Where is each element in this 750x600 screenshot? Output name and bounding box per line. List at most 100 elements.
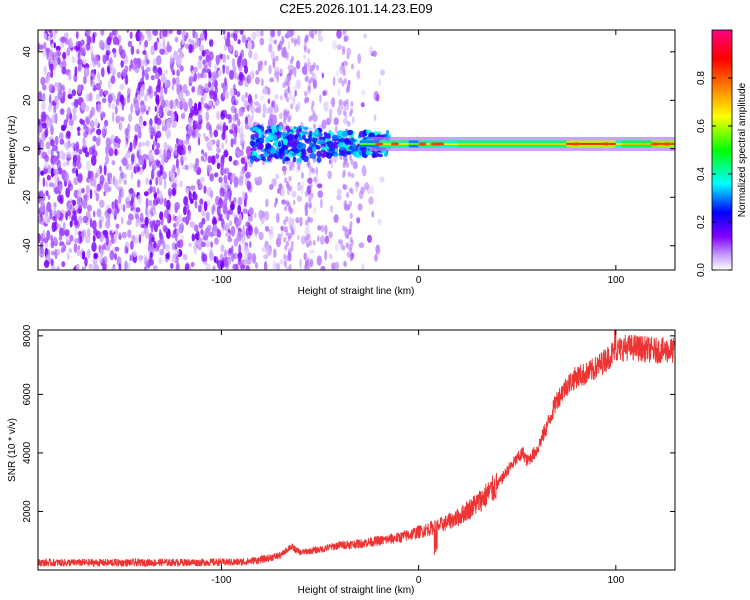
noise-speckle (195, 161, 199, 171)
noise-speckle (215, 195, 220, 206)
noise-speckle (68, 71, 72, 81)
transition-blob (348, 134, 354, 138)
noise-speckle (53, 59, 58, 68)
noise-speckle (216, 205, 221, 216)
noise-speckle (245, 227, 249, 237)
noise-speckle (72, 106, 77, 115)
noise-speckle (140, 231, 145, 238)
noise-streak (307, 48, 311, 55)
noise-speckle (45, 141, 51, 150)
transition-blob (314, 128, 319, 135)
noise-speckle (91, 52, 94, 63)
noise-streak (284, 80, 288, 87)
noise-speckle (268, 64, 272, 75)
noise-speckle (209, 231, 214, 238)
noise-speckle (50, 241, 55, 249)
x-tick-label: -100 (211, 575, 231, 586)
noise-speckle (47, 194, 51, 200)
noise-speckle (111, 30, 116, 36)
noise-speckle (296, 195, 303, 202)
y-tick-label: 6000 (22, 383, 33, 406)
noise-speckle (237, 118, 241, 127)
noise-speckle (93, 177, 97, 189)
transition-blob (255, 139, 259, 143)
noise-speckle (80, 45, 86, 53)
noise-streak (291, 68, 295, 75)
noise-speckle (324, 235, 330, 244)
noise-speckle (172, 253, 177, 260)
noise-streak (305, 75, 309, 82)
noise-speckle (334, 243, 339, 252)
noise-speckle (203, 185, 207, 194)
noise-speckle (224, 192, 230, 201)
noise-speckle (219, 197, 223, 205)
noise-speckle (188, 190, 192, 201)
noise-speckle (116, 114, 120, 124)
noise-speckle (248, 49, 253, 59)
noise-streak (291, 229, 295, 236)
noise-speckle (182, 111, 186, 119)
noise-speckle (371, 210, 375, 218)
x-tick-label: 100 (607, 575, 624, 586)
noise-speckle (83, 124, 87, 132)
noise-speckle (355, 185, 358, 193)
noise-streak (346, 192, 350, 199)
noise-speckle (198, 182, 203, 190)
noise-speckle (293, 66, 297, 78)
transition-blob (348, 146, 353, 150)
noise-speckle (64, 32, 69, 38)
noise-speckle (117, 186, 124, 192)
noise-speckle (147, 106, 151, 112)
noise-speckle (213, 71, 217, 82)
noise-speckle (346, 47, 352, 56)
noise-speckle (316, 255, 322, 266)
noise-speckle (102, 54, 107, 65)
colorbar-tick-label: 0.0 (696, 263, 707, 277)
noise-speckle (281, 199, 287, 205)
transition-blob (339, 146, 346, 151)
transition-blob (268, 129, 273, 134)
noise-speckle (233, 197, 237, 203)
noise-speckle (63, 141, 69, 149)
noise-speckle (60, 124, 66, 132)
noise-speckle (204, 30, 208, 42)
noise-speckle (86, 249, 91, 259)
noise-speckle (206, 199, 211, 207)
noise-speckle (99, 111, 106, 119)
noise-speckle (207, 155, 213, 164)
noise-speckle (218, 176, 223, 184)
noise-speckle (185, 43, 190, 50)
noise-speckle (224, 213, 228, 220)
noise-speckle (93, 210, 96, 218)
noise-speckle (275, 69, 279, 80)
noise-speckle (251, 114, 254, 120)
noise-speckle (98, 39, 104, 50)
noise-speckle (280, 94, 283, 101)
noise-speckle (164, 244, 170, 251)
noise-speckle (149, 220, 155, 229)
noise-speckle (77, 191, 82, 199)
noise-speckle (238, 71, 244, 81)
noise-speckle (249, 70, 255, 80)
noise-speckle (267, 98, 271, 104)
noise-speckle (278, 112, 283, 120)
noise-speckle (150, 45, 155, 56)
noise-speckle (76, 250, 81, 256)
noise-speckle (150, 251, 153, 258)
noise-speckle (163, 226, 168, 233)
noise-streak (304, 63, 308, 70)
noise-speckle (269, 229, 274, 240)
noise-streak (343, 261, 347, 268)
noise-speckle (118, 193, 122, 205)
noise-speckle (107, 78, 112, 90)
noise-speckle (130, 155, 135, 166)
transition-blob (253, 158, 260, 162)
noise-speckle (167, 187, 173, 197)
noise-speckle (137, 129, 142, 139)
noise-speckle (234, 124, 238, 135)
noise-speckle (67, 142, 72, 148)
transition-blob (309, 153, 317, 159)
spectrogram-x-axis-label: Height of straight line (km) (298, 286, 415, 297)
noise-speckle (187, 118, 192, 124)
noise-speckle (198, 44, 205, 52)
